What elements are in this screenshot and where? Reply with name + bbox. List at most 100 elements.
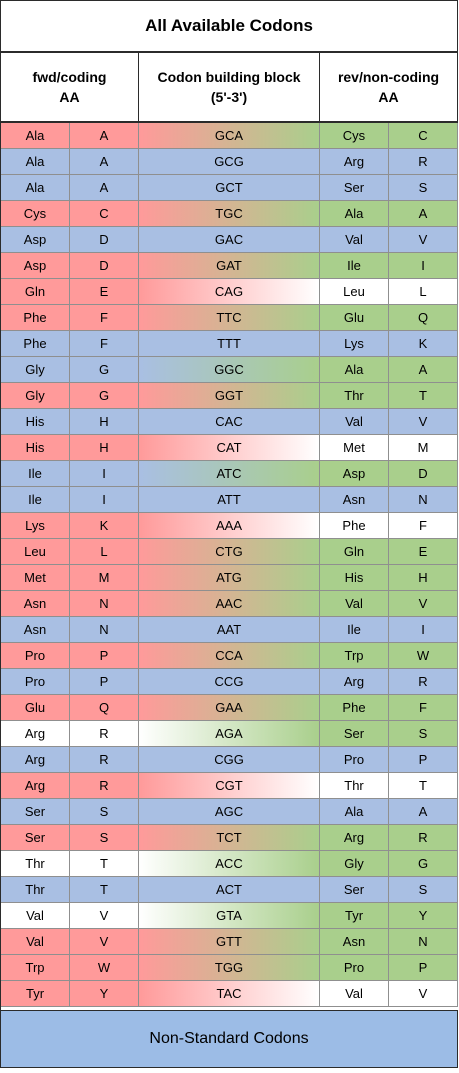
rev-one-letter-code: T bbox=[389, 383, 458, 408]
rev-one-letter-code: I bbox=[389, 253, 458, 278]
table-row: Gln E CAG Leu L bbox=[1, 279, 458, 305]
fwd-amino-acid: Asn bbox=[1, 591, 70, 616]
rev-amino-acid: Phe bbox=[320, 513, 389, 538]
table-row: Asp D GAT Ile I bbox=[1, 253, 458, 279]
fwd-one-letter-code: Y bbox=[70, 981, 139, 1006]
table-row: Cys C TGC Ala A bbox=[1, 201, 458, 227]
fwd-header-line1: fwd/coding bbox=[32, 69, 107, 85]
codon-cell: AGA bbox=[139, 721, 320, 746]
fwd-amino-acid: Ser bbox=[1, 799, 70, 824]
codon-cell: CAC bbox=[139, 409, 320, 434]
fwd-one-letter-code: A bbox=[70, 123, 139, 148]
codon-cell: ACT bbox=[139, 877, 320, 902]
rev-one-letter-code: F bbox=[389, 513, 458, 538]
table-row: Arg R CGT Thr T bbox=[1, 773, 458, 799]
non-standard-codons-button[interactable]: Non-Standard Codons bbox=[1, 1010, 458, 1068]
rev-one-letter-code: R bbox=[389, 825, 458, 850]
table-row: Gly G GGC Ala A bbox=[1, 357, 458, 383]
table-row: Lys K AAA Phe F bbox=[1, 513, 458, 539]
table-row: Asn N AAC Val V bbox=[1, 591, 458, 617]
fwd-amino-acid: Asn bbox=[1, 617, 70, 642]
codon-cell: ACC bbox=[139, 851, 320, 876]
codon-cell: CAG bbox=[139, 279, 320, 304]
table-row: Asp D GAC Val V bbox=[1, 227, 458, 253]
fwd-amino-acid: Met bbox=[1, 565, 70, 590]
codon-cell: AGC bbox=[139, 799, 320, 824]
rev-one-letter-code: C bbox=[389, 123, 458, 148]
codon-cell: CAT bbox=[139, 435, 320, 460]
fwd-amino-acid: Lys bbox=[1, 513, 70, 538]
fwd-amino-acid: Ser bbox=[1, 825, 70, 850]
table-row: Glu Q GAA Phe F bbox=[1, 695, 458, 721]
rev-amino-acid: Pro bbox=[320, 955, 389, 980]
fwd-amino-acid: Arg bbox=[1, 721, 70, 746]
rev-one-letter-code: V bbox=[389, 227, 458, 252]
rev-one-letter-code: Q bbox=[389, 305, 458, 330]
fwd-amino-acid: Gln bbox=[1, 279, 70, 304]
fwd-amino-acid: His bbox=[1, 409, 70, 434]
table-row: Met M ATG His H bbox=[1, 565, 458, 591]
fwd-amino-acid: Asp bbox=[1, 253, 70, 278]
table-row: Thr T ACC Gly G bbox=[1, 851, 458, 877]
rev-amino-acid: His bbox=[320, 565, 389, 590]
fwd-one-letter-code: I bbox=[70, 461, 139, 486]
rev-one-letter-code: S bbox=[389, 175, 458, 200]
codon-cell: CCA bbox=[139, 643, 320, 668]
table-row: Gly G GGT Thr T bbox=[1, 383, 458, 409]
rev-one-letter-code: P bbox=[389, 955, 458, 980]
codon-header-line2: (5'-3') bbox=[210, 89, 248, 105]
fwd-one-letter-code: K bbox=[70, 513, 139, 538]
fwd-amino-acid: Val bbox=[1, 929, 70, 954]
rev-amino-acid: Arg bbox=[320, 825, 389, 850]
fwd-amino-acid: Gly bbox=[1, 383, 70, 408]
fwd-amino-acid: Ala bbox=[1, 175, 70, 200]
rev-one-letter-code: S bbox=[389, 721, 458, 746]
rev-amino-acid: Gln bbox=[320, 539, 389, 564]
rev-amino-acid: Ala bbox=[320, 799, 389, 824]
rev-header: rev/non-coding AA bbox=[320, 53, 458, 121]
rev-amino-acid: Asn bbox=[320, 487, 389, 512]
table-row: Arg R AGA Ser S bbox=[1, 721, 458, 747]
fwd-amino-acid: Thr bbox=[1, 851, 70, 876]
fwd-amino-acid: Tyr bbox=[1, 981, 70, 1006]
table-row: Ala A GCT Ser S bbox=[1, 175, 458, 201]
rev-amino-acid: Glu bbox=[320, 305, 389, 330]
table-row: Tyr Y TAC Val V bbox=[1, 981, 458, 1007]
rev-one-letter-code: I bbox=[389, 617, 458, 642]
codon-cell: AAC bbox=[139, 591, 320, 616]
codon-cell: TGC bbox=[139, 201, 320, 226]
fwd-amino-acid: Pro bbox=[1, 669, 70, 694]
fwd-one-letter-code: P bbox=[70, 669, 139, 694]
codon-cell: CGT bbox=[139, 773, 320, 798]
codon-cell: ATG bbox=[139, 565, 320, 590]
fwd-one-letter-code: H bbox=[70, 409, 139, 434]
codon-cell: GTA bbox=[139, 903, 320, 928]
table-row: Arg R CGG Pro P bbox=[1, 747, 458, 773]
fwd-amino-acid: Trp bbox=[1, 955, 70, 980]
fwd-one-letter-code: W bbox=[70, 955, 139, 980]
codon-cell: GGT bbox=[139, 383, 320, 408]
codon-cell: GCG bbox=[139, 149, 320, 174]
table-row: Val V GTA Tyr Y bbox=[1, 903, 458, 929]
rev-amino-acid: Thr bbox=[320, 383, 389, 408]
table-row: Ile I ATT Asn N bbox=[1, 487, 458, 513]
fwd-one-letter-code: F bbox=[70, 305, 139, 330]
codon-cell: ATC bbox=[139, 461, 320, 486]
rev-amino-acid: Arg bbox=[320, 669, 389, 694]
fwd-one-letter-code: D bbox=[70, 227, 139, 252]
table-title: All Available Codons bbox=[1, 1, 458, 53]
table-row: Ile I ATC Asp D bbox=[1, 461, 458, 487]
fwd-one-letter-code: V bbox=[70, 929, 139, 954]
rev-amino-acid: Arg bbox=[320, 149, 389, 174]
codon-cell: TTT bbox=[139, 331, 320, 356]
rev-one-letter-code: V bbox=[389, 591, 458, 616]
table-row: Leu L CTG Gln E bbox=[1, 539, 458, 565]
fwd-amino-acid: Cys bbox=[1, 201, 70, 226]
rev-amino-acid: Met bbox=[320, 435, 389, 460]
codon-cell: GAC bbox=[139, 227, 320, 252]
rev-amino-acid: Ala bbox=[320, 201, 389, 226]
fwd-header-line2: AA bbox=[59, 89, 80, 105]
rev-one-letter-code: K bbox=[389, 331, 458, 356]
fwd-one-letter-code: E bbox=[70, 279, 139, 304]
rev-one-letter-code: N bbox=[389, 487, 458, 512]
